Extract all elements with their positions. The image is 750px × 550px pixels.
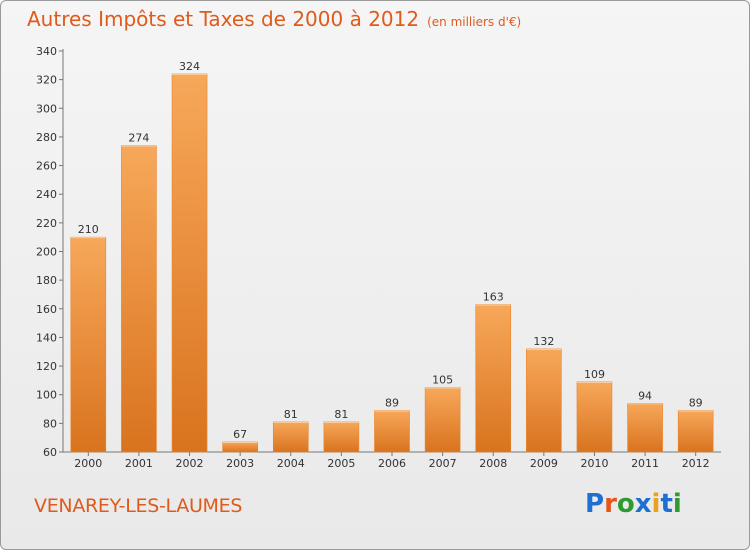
y-tick-label: 120 <box>36 360 57 373</box>
bar-2007 <box>424 387 461 453</box>
y-tick-label: 220 <box>36 217 57 230</box>
logo-letter: i <box>672 489 682 519</box>
y-tick-label: 180 <box>36 274 57 287</box>
data-label-2001: 274 <box>128 132 149 145</box>
y-tick-label: 260 <box>36 160 57 173</box>
y-tick-label: 300 <box>36 102 57 115</box>
y-tick-label: 240 <box>36 188 57 201</box>
data-label-2000: 210 <box>78 223 99 236</box>
x-tick-label-2004: 2004 <box>277 457 305 470</box>
data-label-2003: 67 <box>233 428 247 441</box>
x-tick-label-2007: 2007 <box>429 457 457 470</box>
logo-letter: o <box>616 489 635 519</box>
chart-title: Autres Impôts et Taxes de 2000 à 2012 (en… <box>27 7 521 31</box>
bar-2012 <box>677 410 714 453</box>
proxiti-logo[interactable]: Proxiti <box>585 489 682 519</box>
bar-2008 <box>475 304 512 453</box>
x-tick-label-2006: 2006 <box>378 457 406 470</box>
data-label-2010: 109 <box>584 368 605 381</box>
y-tick-label: 160 <box>36 303 57 316</box>
data-label-2002: 324 <box>179 60 200 73</box>
x-tick-label-2010: 2010 <box>580 457 608 470</box>
data-label-2011: 94 <box>638 389 652 402</box>
bar-2004 <box>272 421 309 453</box>
y-tick-label: 60 <box>43 446 57 459</box>
bar-2005 <box>323 421 360 453</box>
x-tick-label-2011: 2011 <box>631 457 659 470</box>
y-tick-label: 80 <box>43 417 57 430</box>
logo-letter: i <box>651 489 661 519</box>
chart-title-text: Autres Impôts et Taxes de 2000 à 2012 <box>27 7 420 31</box>
logo-letter: x <box>634 489 652 519</box>
x-tick-label-2005: 2005 <box>327 457 355 470</box>
bar-2000 <box>70 236 107 453</box>
x-tick-label-2000: 2000 <box>74 457 102 470</box>
bar-2006 <box>374 410 410 453</box>
data-label-2004: 81 <box>284 408 298 421</box>
y-tick-label: 100 <box>36 389 57 402</box>
y-tick-label: 200 <box>36 246 57 259</box>
bar-2011 <box>627 403 663 453</box>
x-tick-label-2009: 2009 <box>530 457 558 470</box>
bar-2002 <box>171 73 208 453</box>
town-name: VENAREY-LES-LAUMES <box>34 495 243 517</box>
logo-letter: r <box>604 489 617 519</box>
x-tick-label-2008: 2008 <box>479 457 507 470</box>
chart-data-labels: 210 274 324 67 81 81 89 105 163 132 109 94 89 <box>78 60 703 441</box>
data-label-2007: 105 <box>432 374 453 387</box>
data-label-2008: 163 <box>483 290 504 303</box>
chart-subtitle: (en milliers d'€) <box>427 15 522 29</box>
bar-2009 <box>526 348 562 453</box>
y-tick-label: 280 <box>36 131 57 144</box>
x-tick-label-2012: 2012 <box>682 457 710 470</box>
bar-2003 <box>222 441 258 453</box>
bar-2010 <box>576 381 613 453</box>
chart-axes: 60 80 100 120 140 160 180 200 220 240 260 280 300 320… <box>36 45 721 470</box>
logo-letter: P <box>585 489 605 519</box>
y-tick-label: 140 <box>36 331 57 344</box>
y-tick-label: 320 <box>36 74 57 87</box>
data-label-2012: 89 <box>689 396 703 409</box>
data-label-2006: 89 <box>385 396 399 409</box>
data-label-2009: 132 <box>533 335 554 348</box>
x-tick-label-2001: 2001 <box>125 457 153 470</box>
data-label-2005: 81 <box>334 408 348 421</box>
bar-2001 <box>121 145 157 453</box>
x-tick-label-2002: 2002 <box>176 457 204 470</box>
x-tick-label-2003: 2003 <box>226 457 254 470</box>
logo-letter: t <box>660 489 673 519</box>
chart-bars <box>70 73 714 453</box>
y-tick-label: 340 <box>36 45 57 58</box>
